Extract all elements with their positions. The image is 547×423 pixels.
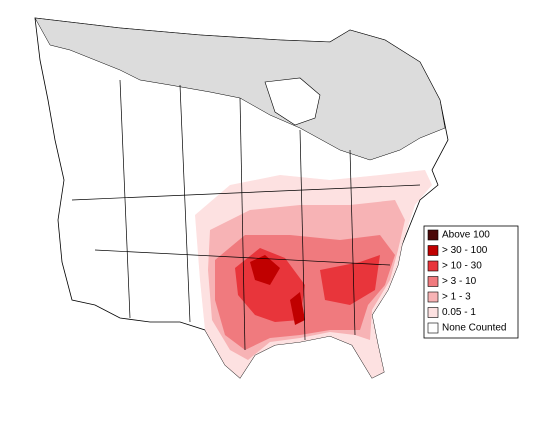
legend: Above 100 > 30 - 100 > 10 - 30 > 3 - 10 > 1 … — [423, 225, 519, 339]
border-line — [179, 84, 191, 323]
border-line — [239, 97, 246, 351]
legend-swatch — [427, 245, 439, 256]
legend-label: > 1 - 3 — [442, 292, 471, 303]
legend-swatch — [427, 229, 439, 241]
border-line — [349, 149, 356, 336]
legend-label: 0.05 - 1 — [442, 307, 476, 318]
legend-swatch — [427, 307, 439, 318]
border-line — [71, 184, 421, 201]
legend-swatch — [427, 291, 439, 303]
map-shapes — [34, 17, 449, 379]
no-data-region — [34, 17, 446, 161]
legend-swatch — [427, 322, 439, 334]
legend-label: > 30 - 100 — [442, 245, 488, 256]
legend-box — [423, 225, 519, 339]
border-line — [119, 79, 131, 319]
border-line — [299, 129, 306, 341]
legend-swatch — [427, 276, 439, 287]
legend-label: Above 100 — [442, 230, 490, 241]
abundance-30-100 — [250, 255, 305, 325]
legend-label: > 3 - 10 — [442, 276, 477, 287]
legend-label: > 10 - 30 — [442, 261, 482, 272]
legend-label: None Counted — [442, 323, 507, 334]
hudson-bay — [264, 77, 321, 126]
border-line — [94, 249, 391, 266]
legend-swatch — [427, 260, 439, 272]
